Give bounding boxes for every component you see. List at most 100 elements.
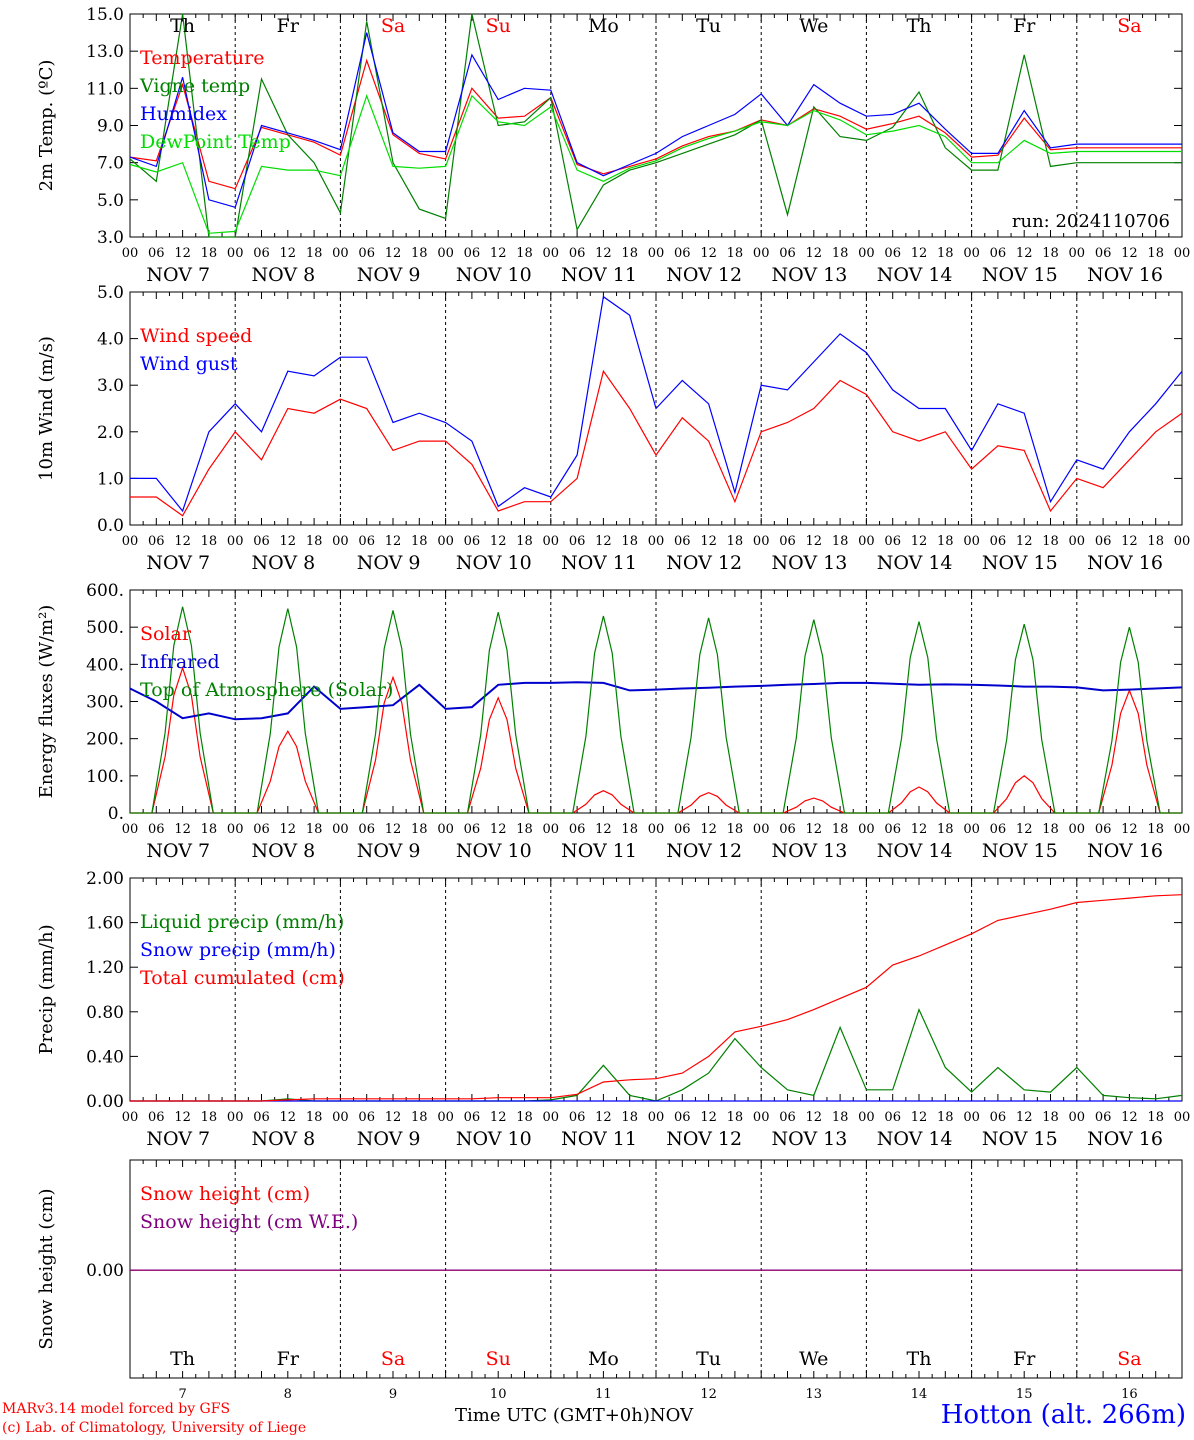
x-hour-label: 18 bbox=[1147, 1110, 1164, 1125]
x-hour-label: 06 bbox=[464, 1110, 481, 1125]
x-hour-label: 12 bbox=[174, 246, 191, 261]
x-hour-label: 18 bbox=[411, 822, 428, 837]
x-date-label: NOV 8 bbox=[252, 840, 316, 862]
x-hour-label: 00 bbox=[753, 246, 770, 261]
x-hour-label: 18 bbox=[411, 1110, 428, 1125]
x-hour-label: 12 bbox=[174, 822, 191, 837]
x-hour-label: 18 bbox=[516, 1110, 533, 1125]
x-hour-label: 12 bbox=[595, 246, 612, 261]
x-hour-label: 12 bbox=[911, 1110, 928, 1125]
x-date-label: NOV 12 bbox=[666, 264, 742, 286]
x-hour-label: 00 bbox=[437, 246, 454, 261]
x-hour-label: 18 bbox=[201, 534, 218, 549]
weekday-label: Mo bbox=[588, 15, 619, 37]
x-hour-label: 12 bbox=[1121, 246, 1138, 261]
y-tick-label: 300. bbox=[86, 693, 124, 713]
x-hour-label: 18 bbox=[1042, 534, 1059, 549]
x-date-label: NOV 8 bbox=[252, 264, 316, 286]
x-day-number: 10 bbox=[490, 1387, 507, 1402]
x-hour-label: 12 bbox=[490, 1110, 507, 1125]
run-annotation: run: 2024110706 bbox=[1012, 211, 1170, 232]
x-hour-label: 00 bbox=[122, 534, 139, 549]
x-hour-label: 00 bbox=[543, 534, 560, 549]
x-hour-label: 00 bbox=[648, 534, 665, 549]
model-credit-line1: MARv3.14 model forced by GFS bbox=[2, 1401, 231, 1417]
x-hour-label: 06 bbox=[884, 246, 901, 261]
weekday-label: Th bbox=[907, 1348, 932, 1370]
x-day-number: 9 bbox=[389, 1387, 397, 1402]
x-date-label: NOV 11 bbox=[561, 552, 637, 574]
x-hour-label: 00 bbox=[858, 534, 875, 549]
x-hour-label: 18 bbox=[411, 534, 428, 549]
x-hour-label: 06 bbox=[990, 246, 1007, 261]
chart-panel-1: 3.0 5.0 7.0 9.0 11.0 13.0 15.0 2m Temp. (ºC) Tem… bbox=[36, 5, 1190, 286]
x-hour-label: 06 bbox=[990, 822, 1007, 837]
x-hour-label: 00 bbox=[648, 822, 665, 837]
x-date-label: NOV 7 bbox=[146, 840, 210, 862]
x-date-label: NOV 10 bbox=[456, 552, 532, 574]
x-hour-label: 18 bbox=[201, 822, 218, 837]
y-axis-label: Precip (mm/h) bbox=[36, 924, 57, 1054]
x-day-number: 13 bbox=[806, 1387, 823, 1402]
series-line-vigne-temp bbox=[129, 13, 1182, 238]
chart-panel-2: 0.0 1.0 2.0 3.0 4.0 5.0 10m Wind (m/s) Wind spe… bbox=[36, 283, 1190, 574]
x-hour-label: 06 bbox=[674, 534, 691, 549]
y-tick-label: 400. bbox=[86, 655, 124, 675]
x-hour-label: 12 bbox=[490, 534, 507, 549]
x-hour-label: 00 bbox=[963, 534, 980, 549]
y-tick-label: 1.20 bbox=[86, 958, 124, 978]
legend-entry: Snow precip (mm/h) bbox=[140, 939, 336, 961]
weekday-label: We bbox=[799, 15, 828, 37]
x-date-label: NOV 9 bbox=[357, 264, 421, 286]
x-date-label: NOV 8 bbox=[252, 1128, 316, 1150]
x-hour-label: 12 bbox=[280, 534, 297, 549]
series-line-wind-speed bbox=[130, 369, 1183, 517]
x-hour-label: 12 bbox=[1121, 534, 1138, 549]
y-tick-label: 0.0 bbox=[97, 516, 124, 536]
legend-entry: Solar bbox=[140, 623, 192, 645]
x-hour-label: 12 bbox=[1016, 534, 1033, 549]
x-date-label: NOV 7 bbox=[146, 264, 210, 286]
x-date-label: NOV 10 bbox=[456, 840, 532, 862]
x-hour-label: 18 bbox=[832, 534, 849, 549]
weekday-label: Fr bbox=[1013, 15, 1036, 37]
x-hour-label: 18 bbox=[1042, 246, 1059, 261]
x-hour-label: 12 bbox=[806, 822, 823, 837]
x-day-number: 16 bbox=[1121, 1387, 1138, 1402]
x-hour-label: 00 bbox=[332, 822, 349, 837]
x-hour-label: 12 bbox=[385, 534, 402, 549]
weekday-label: Sa bbox=[1117, 1348, 1141, 1370]
x-hour-label: 18 bbox=[937, 534, 954, 549]
x-hour-label: 12 bbox=[385, 246, 402, 261]
x-hour-label: 18 bbox=[832, 1110, 849, 1125]
series-line-dewpoint-temp bbox=[129, 93, 1182, 234]
x-hour-label: 06 bbox=[884, 534, 901, 549]
legend-entry: Infrared bbox=[140, 651, 220, 673]
y-axis-label: Snow height (cm) bbox=[36, 1188, 57, 1349]
weekday-label: Sa bbox=[381, 1348, 405, 1370]
plot-frame bbox=[129, 13, 1183, 238]
series-line-total-cumulated-cm- bbox=[130, 894, 1183, 1102]
x-hour-label: 12 bbox=[1121, 1110, 1138, 1125]
x-day-number: 12 bbox=[700, 1387, 717, 1402]
x-hour-label: 06 bbox=[674, 1110, 691, 1125]
x-hour-label: 06 bbox=[1095, 822, 1112, 837]
weekday-label: Fr bbox=[277, 15, 300, 37]
y-tick-label: 2.00 bbox=[86, 869, 124, 889]
x-hour-label: 18 bbox=[201, 1110, 218, 1125]
x-date-label: NOV 15 bbox=[982, 264, 1058, 286]
chart-legend: Wind speed Wind gust bbox=[140, 325, 252, 375]
x-hour-label: 06 bbox=[990, 534, 1007, 549]
series-line-infrared bbox=[129, 681, 1183, 721]
x-hour-label: 00 bbox=[753, 1110, 770, 1125]
x-date-label: NOV 10 bbox=[456, 1128, 532, 1150]
x-hour-label: 12 bbox=[595, 1110, 612, 1125]
chart-legend: Liquid precip (mm/h) Snow precip (mm/h) To… bbox=[140, 911, 345, 989]
weekday-label: Th bbox=[170, 1348, 195, 1370]
weekday-label: Su bbox=[486, 15, 511, 37]
y-tick-label: 0.00 bbox=[86, 1261, 124, 1281]
weekday-label: Tu bbox=[696, 15, 721, 37]
x-hour-label: 06 bbox=[1095, 534, 1112, 549]
x-hour-label: 12 bbox=[911, 822, 928, 837]
x-hour-label: 00 bbox=[1174, 246, 1191, 261]
